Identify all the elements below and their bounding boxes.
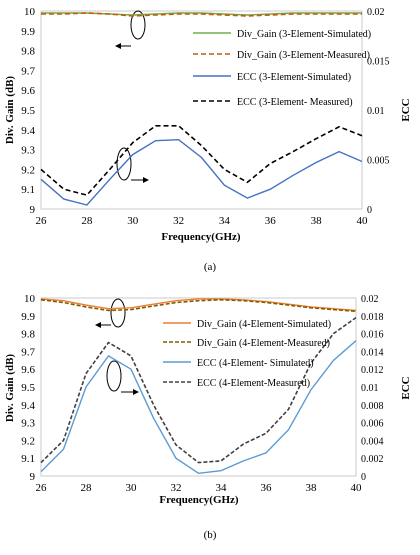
arrowhead-left <box>115 43 121 49</box>
series-line <box>41 12 362 16</box>
legend-label: ECC (3-Element- Measured) <box>237 97 353 108</box>
y2-tick-label: 0.01 <box>361 383 379 394</box>
y2-tick-label: 0.005 <box>367 156 390 167</box>
y-tick-label: 9.3 <box>21 418 35 430</box>
y-tick-label: 9.7 <box>21 346 35 358</box>
legend-label: Div_Gain (3-Element-Simulated) <box>237 29 371 40</box>
series-line <box>40 138 363 206</box>
y-tick-label: 9.8 <box>21 46 35 58</box>
x-tick-label: 32 <box>171 482 182 494</box>
y2-tick-label: 0.008 <box>361 401 384 412</box>
y2-tick-label: 0.01 <box>367 106 385 117</box>
x-tick-label: 34 <box>216 482 228 494</box>
plot-frame <box>40 297 357 477</box>
y2-axis-label: ECC <box>400 98 412 121</box>
y-tick-label: 9 <box>30 471 36 483</box>
caption: (b) <box>204 529 217 541</box>
series-line <box>40 125 363 196</box>
y2-tick-label: 0.018 <box>361 312 384 323</box>
x-axis-label: Frequency(GHz) <box>159 494 239 506</box>
plot-frame <box>40 10 363 210</box>
legend-label: ECC (4-Element-Measured) <box>197 378 310 389</box>
y-tick-label: 9.6 <box>21 364 35 376</box>
x-tick-label: 28 <box>81 215 93 227</box>
annotation-circles <box>95 298 139 395</box>
caption: (a) <box>204 261 217 273</box>
y-tick-label: 9.4 <box>21 400 35 412</box>
chart-b: Div. Gain (dB) ECC Frequency(GHz) (b) 9 9… <box>4 293 412 541</box>
annotation-circles <box>115 10 149 183</box>
y2-tick-label: 0.012 <box>361 365 384 376</box>
y2-tick-label: 0.006 <box>361 419 384 430</box>
y-tick-label: 9.7 <box>21 65 35 77</box>
legend-label: Div_Gain (3-Element-Measured) <box>237 50 370 61</box>
series-line <box>40 316 357 464</box>
x-tick-label: 28 <box>81 482 93 494</box>
y-tick-label: 9.8 <box>21 329 35 341</box>
y-tick-label: 9.1 <box>21 184 35 196</box>
x-tick-label: 38 <box>306 482 318 494</box>
annotation-ellipse <box>116 147 132 181</box>
x-axis-label: Frequency(GHz) <box>161 231 241 243</box>
x-tick-label: 30 <box>127 215 139 227</box>
y2-tick-label: 0.002 <box>361 454 384 465</box>
y-tick-label: 9.5 <box>21 105 35 117</box>
x-tick-label: 34 <box>219 215 231 227</box>
x-tick-label: 36 <box>265 215 277 227</box>
y-tick-label: 9.5 <box>21 382 35 394</box>
series-line <box>41 12 362 17</box>
legend-label: ECC (3-Element-Simulated) <box>237 72 351 83</box>
annotation-ellipse <box>130 10 146 40</box>
x-tick-label: 38 <box>311 215 323 227</box>
series-line <box>40 340 357 475</box>
x-tick-label: 26 <box>36 482 48 494</box>
y-tick-label: 9.6 <box>21 85 35 97</box>
y-tick-label: 9.9 <box>21 311 35 323</box>
y2-tick-label: 0.02 <box>361 294 379 305</box>
series-line <box>40 298 357 312</box>
y2-tick-label: 0.014 <box>361 347 384 358</box>
arrowhead-right <box>143 177 149 183</box>
x-tick-label: 40 <box>351 482 363 494</box>
y-tick-label: 9.2 <box>21 164 35 176</box>
y-tick-label: 9 <box>30 204 36 216</box>
y2-tick-label: 0.015 <box>367 57 390 68</box>
y2-tick-label: 0.004 <box>361 436 384 447</box>
x-tick-label: 26 <box>36 215 48 227</box>
x-tick-label: 36 <box>261 482 273 494</box>
arrowhead-left <box>95 322 101 328</box>
y-tick-label: 10 <box>24 293 36 305</box>
y-axis-label: Div. Gain (dB) <box>4 76 16 144</box>
x-tick-label: 40 <box>357 215 369 227</box>
legend-label: Div_Gain (4-Element-Simulated) <box>197 319 331 330</box>
y-tick-label: 10 <box>24 6 36 18</box>
y-tick-label: 9.9 <box>21 26 35 38</box>
y2-tick-label: 0.02 <box>367 7 385 18</box>
annotation-ellipse <box>110 298 126 328</box>
legend-label: ECC (4-Element- Simulated) <box>197 358 314 369</box>
y-tick-label: 9.4 <box>21 125 35 137</box>
y-tick-label: 9.1 <box>21 453 35 465</box>
series-line <box>40 298 357 313</box>
arrowhead-right <box>133 389 139 395</box>
y2-axis-label: ECC <box>400 376 412 399</box>
chart-a: Div. Gain (dB) ECC Frequency(GHz) (a) 9 9… <box>4 6 412 273</box>
y2-tick-label: 0.016 <box>361 330 384 341</box>
x-tick-label: 32 <box>173 215 184 227</box>
y-tick-label: 9.2 <box>21 435 35 447</box>
y-tick-label: 9.3 <box>21 145 35 157</box>
legend-label: Div_Gain (4-Element-Measured) <box>197 338 330 349</box>
y-axis-label: Div. Gain (dB) <box>4 354 16 422</box>
x-tick-label: 30 <box>126 482 138 494</box>
annotation-ellipse <box>106 360 122 392</box>
y2-tick-label: 0 <box>361 472 366 483</box>
y2-tick-label: 0 <box>367 205 372 216</box>
